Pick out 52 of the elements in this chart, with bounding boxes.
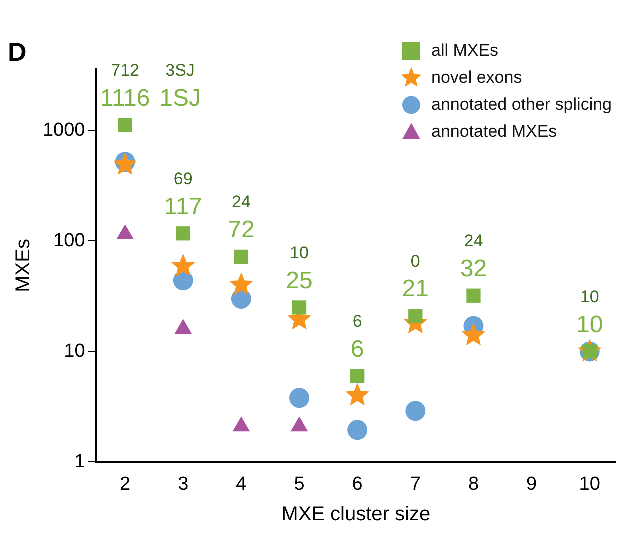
annotation: 10: [580, 287, 600, 306]
annotation: 3SJ: [166, 60, 195, 80]
legend-label: all MXEs: [431, 40, 499, 60]
point: [462, 323, 486, 346]
x-tick-label: 2: [120, 474, 131, 495]
annotation: 10: [290, 243, 309, 262]
annotation: 69: [174, 169, 193, 188]
annotation: 0: [410, 252, 420, 271]
x-axis-title: MXE cluster size: [282, 504, 431, 526]
y-axis-title: MXEs: [12, 239, 35, 292]
point: [230, 272, 254, 296]
annotation: 6: [352, 312, 362, 331]
data-label: 32: [460, 255, 488, 282]
data-label: 25: [286, 267, 313, 294]
point: [406, 401, 426, 422]
point: [118, 118, 132, 132]
point: [290, 388, 310, 408]
data-label: 1116: [100, 85, 150, 112]
x-tick-label: 6: [352, 474, 363, 495]
annotation: 1SJ: [160, 84, 201, 112]
point: [292, 300, 307, 315]
legend-label: novel exons: [431, 68, 522, 87]
x-tick-label: 9: [526, 474, 538, 495]
annotation: 712: [111, 61, 140, 80]
point: [466, 288, 481, 303]
x-tick-label: 8: [468, 474, 480, 495]
x-tick-label: 3: [178, 474, 189, 495]
point: [350, 369, 365, 384]
y-tick-label: 100: [54, 230, 86, 252]
point: [408, 309, 423, 324]
y-tick-label: 10: [64, 340, 86, 362]
point: [234, 250, 249, 264]
chart-title: D: [8, 36, 27, 67]
x-tick-label: 5: [294, 474, 305, 495]
annotation: 24: [232, 192, 251, 212]
data-label: 117: [164, 193, 203, 220]
data-label: 6: [350, 336, 364, 363]
y-tick-label: 1: [74, 451, 86, 472]
point: [348, 420, 368, 440]
data-label: 21: [402, 276, 430, 303]
x-tick-label: 10: [579, 474, 600, 495]
data-label: 10: [576, 311, 604, 338]
x-tick-label: 4: [236, 474, 248, 495]
point: [176, 226, 190, 241]
legend-label: annotated other splicing: [431, 94, 612, 114]
data-label: 72: [228, 216, 255, 244]
y-tick-label: 1000: [42, 120, 86, 141]
x-tick-label: 7: [410, 474, 421, 495]
legend-label: annotated MXEs: [431, 122, 558, 141]
point: [346, 383, 370, 406]
annotation: 24: [464, 232, 484, 251]
point: [171, 254, 196, 277]
